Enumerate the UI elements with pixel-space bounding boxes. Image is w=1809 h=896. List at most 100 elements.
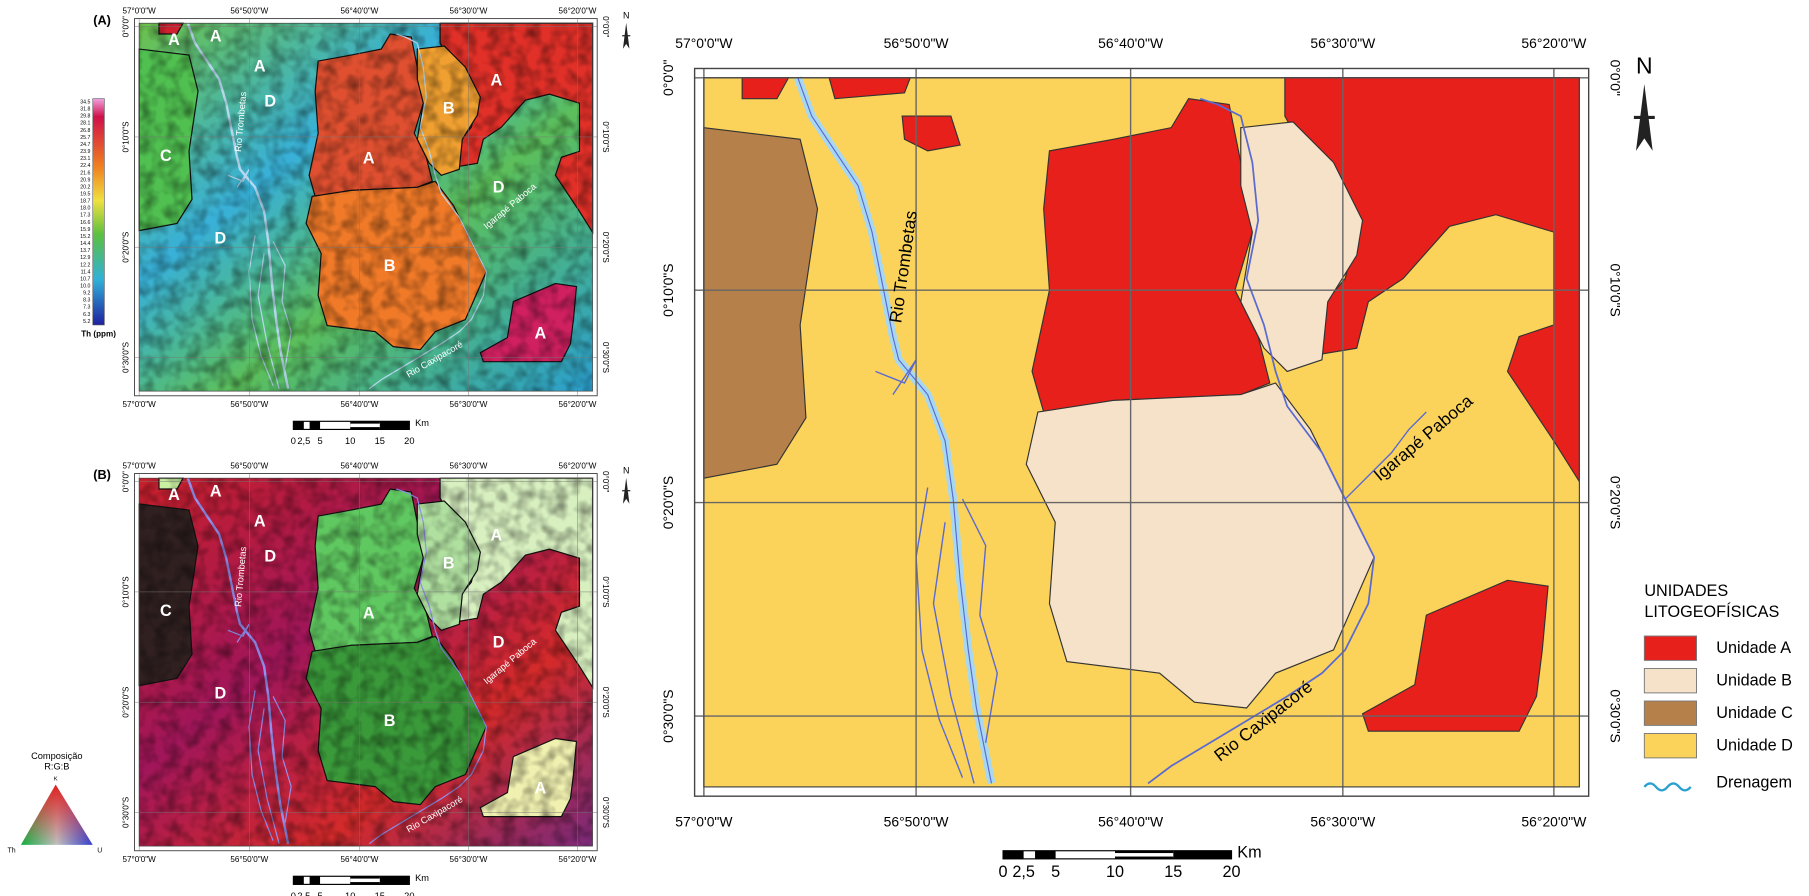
y-tick-label: 0°0'0": [601, 16, 610, 37]
x-tick-label: 56°50'0"W: [884, 814, 950, 830]
x-tick-label: 56°40'0"W: [341, 400, 379, 409]
colorbar-title: Th (ppm): [81, 329, 116, 338]
colorbar: [93, 99, 105, 325]
scale-bar: [1003, 851, 1024, 859]
y-tick-label: 0°10'0"S: [122, 576, 131, 608]
x-tick-label: 57°0'0"W: [122, 7, 156, 16]
unit-label: A: [254, 58, 266, 76]
unit-label: D: [214, 229, 226, 247]
scale-bar: [293, 421, 303, 429]
unit-label: A: [168, 486, 180, 504]
colorbar-label: 24.7: [80, 142, 90, 148]
y-tick-label: 0°0'0": [1608, 60, 1624, 96]
y-tick-label: 0°20'0"S: [1608, 476, 1624, 529]
unit-label: B: [443, 554, 455, 572]
colorbar-label: 20.9: [80, 177, 90, 183]
north-label: N: [623, 466, 629, 476]
unit-label: A: [168, 31, 180, 49]
colorbar-label: 22.4: [80, 163, 90, 169]
y-tick-label: 0°10'0"S: [1608, 263, 1624, 316]
scale-label: 0: [291, 436, 296, 446]
scale-unit: Km: [1237, 843, 1261, 861]
scale-label: 20: [1222, 863, 1240, 881]
legend-label: Unidade B: [1716, 672, 1792, 690]
y-tick-label: 0°0'0": [122, 471, 131, 492]
x-tick-label: 56°40'0"W: [1098, 35, 1164, 51]
colorbar-label: 16.6: [80, 220, 90, 226]
x-tick-label: 56°30'0"W: [1310, 814, 1376, 830]
legend-title: UNIDADES: [1644, 582, 1728, 600]
scale-label: 10: [345, 891, 355, 896]
unit-label: A: [210, 27, 222, 45]
scale-label: 15: [375, 436, 385, 446]
scale-label: 2,5: [1012, 863, 1035, 881]
unit-label: D: [214, 684, 226, 702]
y-tick-label: 0°30'0"S: [122, 796, 131, 828]
colorbar-label: 26.8: [80, 128, 90, 134]
y-tick-label: 0°30'0"S: [1608, 689, 1624, 742]
y-tick-label: 0°30'0"S: [660, 689, 676, 742]
y-tick-label: 0°20'0"S: [601, 687, 610, 719]
y-tick-label: 0°10'0"S: [660, 263, 676, 316]
x-tick-label: 56°40'0"W: [341, 7, 379, 16]
y-tick-label: 0°30'0"S: [122, 341, 131, 373]
unit-label: D: [264, 547, 276, 565]
x-tick-label: 57°0'0"W: [122, 855, 156, 864]
colorbar-label: 20.2: [80, 184, 90, 190]
colorbar-label: 18.7: [80, 199, 90, 205]
scale-label: 10: [1106, 863, 1124, 881]
legend-swatch: [1644, 783, 1690, 790]
colorbar-label: 8.3: [83, 298, 90, 304]
ternary-vertex: U: [97, 848, 102, 855]
scale-label: 2,5: [297, 891, 310, 896]
colorbar-label: 13.7: [80, 248, 90, 254]
colorbar-label: 15.9: [80, 227, 90, 233]
colorbar-label: 21.6: [80, 170, 90, 176]
colorbar-label: 29.8: [80, 114, 90, 120]
legend-label: Unidade D: [1716, 737, 1793, 755]
unit-label: A: [254, 513, 266, 531]
x-tick-label: 57°0'0"W: [122, 462, 156, 471]
x-tick-label: 56°50'0"W: [230, 400, 268, 409]
y-tick-label: 0°20'0"S: [601, 232, 610, 264]
unit-label: A: [490, 526, 502, 544]
figure: 57°0'0"W 57°0'0"W 56°50'0"W 56°50'0"W 56°40'…: [0, 0, 1809, 896]
unit-label: C: [160, 147, 172, 165]
unit-label: A: [535, 780, 547, 798]
panel-label: (B): [93, 467, 111, 482]
scale-bar: [380, 876, 410, 884]
colorbar-label: 10.0: [80, 283, 90, 289]
y-tick-label: 0°0'0": [660, 60, 676, 96]
x-tick-label: 56°50'0"W: [230, 7, 268, 16]
scale-bar: [310, 876, 320, 884]
legend-label: Drenagem: [1716, 774, 1792, 792]
unit-label: D: [493, 633, 505, 651]
ternary-triangle: [21, 785, 93, 845]
ternary-title: Composição: [31, 751, 82, 761]
y-tick-label: 0°20'0"S: [660, 476, 676, 529]
colorbar-label: 7.3: [83, 305, 90, 311]
y-tick-label: 0°20'0"S: [122, 686, 131, 718]
unit-label: B: [384, 712, 396, 730]
scale-label: 10: [345, 436, 355, 446]
legend-swatch: [1644, 636, 1696, 660]
scale-label: 15: [1164, 863, 1182, 881]
ternary-vertex: Th: [8, 848, 16, 855]
x-tick-label: 56°40'0"W: [1098, 814, 1164, 830]
scale-bar: [293, 876, 303, 884]
scale-label: 0: [999, 863, 1008, 881]
x-tick-label: 56°20'0"W: [1521, 814, 1587, 830]
colorbar-label: 11.4: [81, 269, 91, 275]
colorbar-label: 10.7: [80, 276, 90, 282]
x-tick-label: 56°30'0"W: [450, 400, 488, 409]
colorbar-label: 23.9: [80, 149, 90, 155]
colorbar-label: 6.3: [83, 312, 90, 318]
unit-label: D: [493, 178, 505, 196]
scale-label: 0: [291, 891, 296, 896]
texture: [139, 23, 592, 391]
x-tick-label: 56°20'0"W: [559, 462, 597, 471]
scale-unit: Km: [415, 873, 429, 883]
y-tick-label: 0°30'0"S: [601, 797, 610, 829]
y-tick-label: 0°10'0"S: [122, 121, 131, 153]
unit-area: [704, 128, 818, 479]
